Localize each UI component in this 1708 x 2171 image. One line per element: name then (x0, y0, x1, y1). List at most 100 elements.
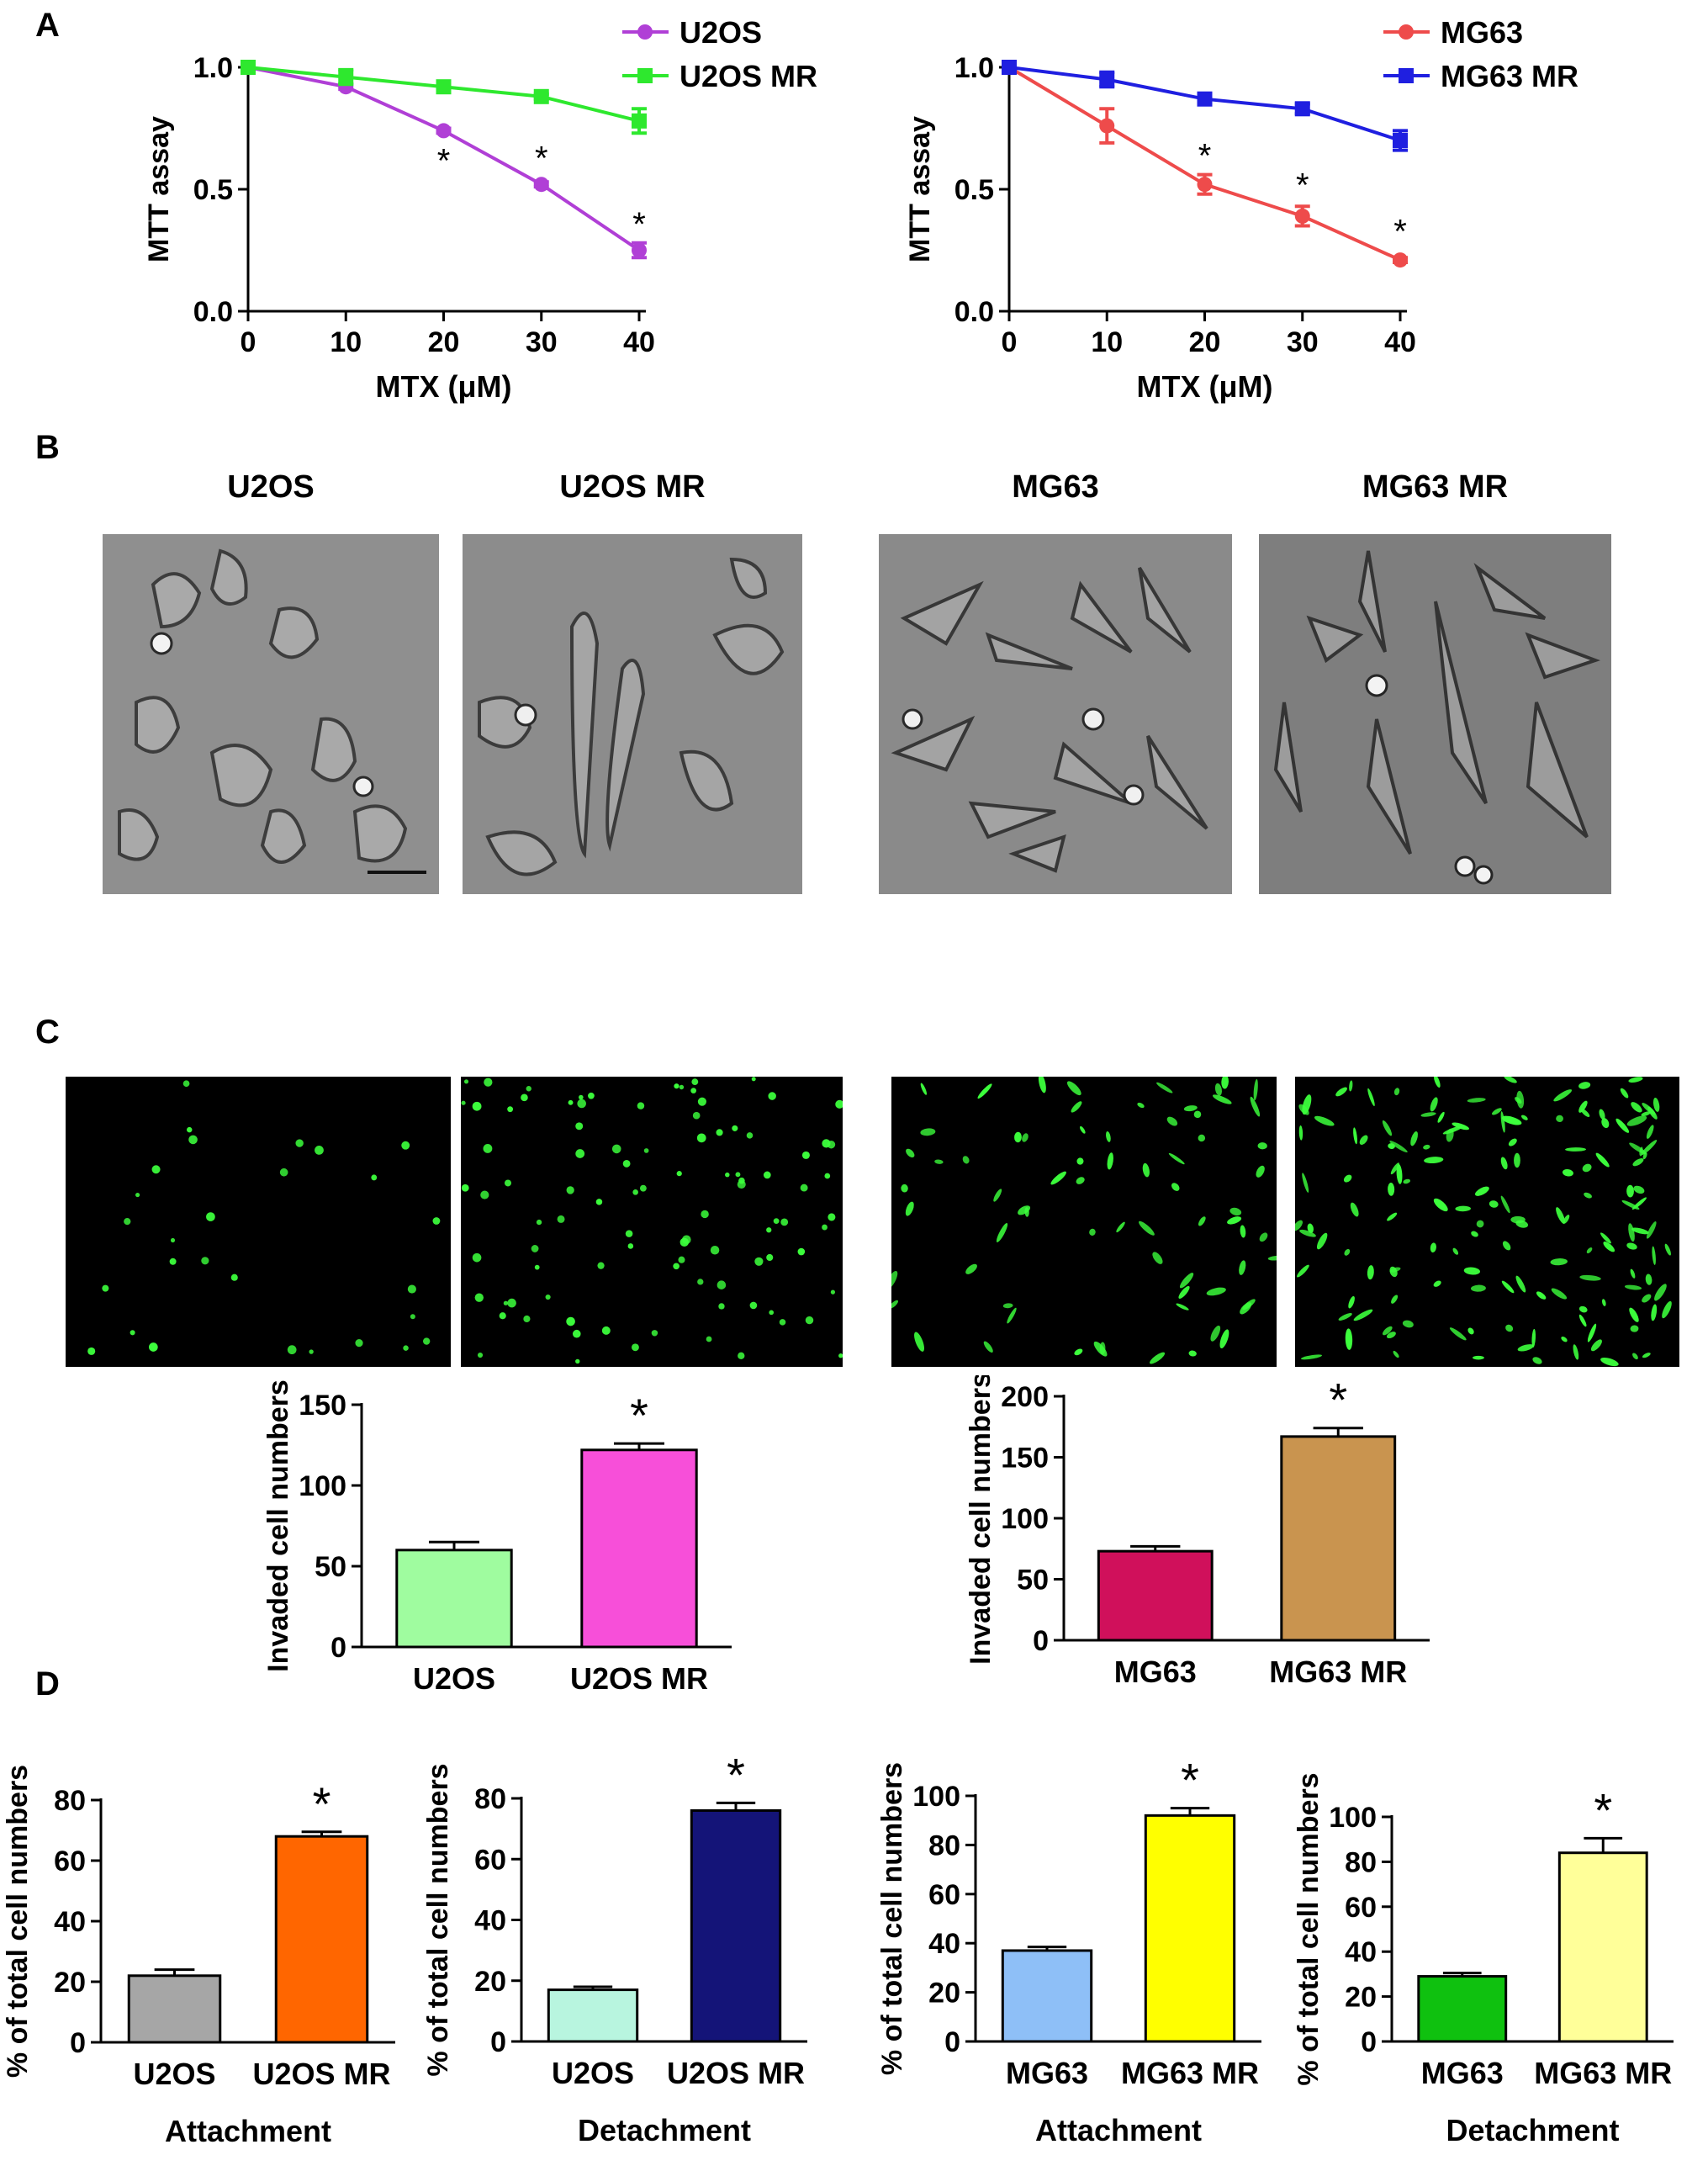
fluorescent-cell (1615, 1118, 1630, 1133)
fluorescent-cell (1553, 1089, 1573, 1102)
fluorescent-cell (701, 1210, 709, 1219)
detachment-mg63-chart: 0 20 40 60 80 100% of total cell numbers MG63 M… (1293, 1772, 1674, 2147)
fluorescent-cell (1631, 1227, 1649, 1235)
fluorescent-cell (1171, 1183, 1180, 1191)
fluorescent-cell (1556, 1207, 1566, 1225)
fluorescent-cell (461, 1183, 469, 1192)
fluorescent-cell (588, 1092, 595, 1099)
fluorescent-cell (1391, 1295, 1399, 1304)
fluorescent-cell (1603, 1242, 1615, 1252)
fluorescence-background (1295, 1077, 1679, 1367)
y-axis-label: Invaded cell numbers (965, 1375, 997, 1665)
fluorescent-cell (1193, 1110, 1202, 1119)
bar (580, 1448, 698, 1649)
fluorescent-cell (1587, 1323, 1597, 1342)
bar (1001, 1949, 1093, 2043)
fluorescent-cell (1516, 1090, 1525, 1109)
data-point (436, 79, 452, 95)
fluorescent-cell (1390, 1162, 1399, 1175)
fluorescent-cell (523, 1315, 531, 1323)
fluorescent-cell (1420, 1112, 1436, 1117)
fluorescent-cell (1093, 1341, 1108, 1357)
fluorescent-cell (503, 1300, 508, 1305)
x-tick-label: 0 (1002, 326, 1018, 358)
fluorescent-cell (1206, 1287, 1226, 1296)
fluorescent-cell (1344, 1248, 1351, 1256)
fluorescent-cell (169, 1258, 177, 1265)
bar (1097, 1549, 1214, 1642)
fluorescent-cell (1050, 1171, 1066, 1185)
fluorescent-cell (1437, 1111, 1445, 1123)
fluorescent-cell (186, 1126, 193, 1133)
fluorescent-cell (1631, 1102, 1642, 1113)
bar (1557, 1851, 1648, 2043)
fluorescent-cell (678, 1256, 685, 1263)
attachment-mg63-chart: 0 20 40 60 80 100% of total cell numbers MG63 M… (876, 1754, 1261, 2147)
fluorescent-cell (627, 1243, 634, 1249)
fluorescence-image (66, 1077, 451, 1367)
x-category-label: MG63 (1421, 2056, 1504, 2090)
fluorescent-cell (716, 1129, 723, 1136)
fluorescent-cell (536, 1219, 542, 1226)
x-axis-label: MTX (μM) (376, 369, 512, 404)
fluorescent-cell (751, 1077, 756, 1082)
fluorescent-cell (1198, 1216, 1206, 1226)
fluorescent-cell (735, 1172, 741, 1178)
legend-label: MG63 (1441, 15, 1523, 50)
bar (547, 1988, 639, 2043)
fluorescent-cell (1353, 1309, 1373, 1321)
fluorescent-cell (1139, 1221, 1155, 1236)
fluorescent-cell (718, 1303, 725, 1310)
attachment-u2os-chart: 0 20 40 60 80 % of total cell numbers U2OS U2OS… (2, 1765, 395, 2148)
fluorescent-cell (1302, 1173, 1309, 1193)
bar (127, 1974, 222, 2044)
fluorescent-cell (1599, 1109, 1605, 1120)
y-tick-label: 40 (1345, 1936, 1377, 1968)
fluorescent-cell (1214, 1083, 1223, 1096)
fluorescent-cell (1402, 1320, 1414, 1328)
detachment-u2os-chart: 0 20 40 60 80 % of total cell numbers U2OS U2OS… (422, 1748, 807, 2147)
fluorescent-cell (1662, 1300, 1672, 1319)
y-tick-label: 0.5 (954, 174, 994, 206)
x-category-label: U2OS MR (252, 2057, 390, 2091)
fluorescent-cell (170, 1237, 176, 1243)
fluorescent-cell (1066, 1081, 1081, 1096)
x-tick-label: 30 (526, 326, 558, 358)
data-point (1294, 101, 1310, 117)
fluorescent-cell (1300, 1354, 1322, 1360)
y-tick-label: 50 (1017, 1565, 1049, 1596)
fluorescence-mg63 (891, 1077, 1277, 1367)
fluorescent-cell (766, 1253, 774, 1262)
fluorescent-cell (1467, 1327, 1474, 1335)
fluorescent-cell (1652, 1098, 1660, 1112)
fluorescent-cell (1463, 1267, 1481, 1275)
fluorescent-cell (1359, 1135, 1368, 1145)
fluorescent-cell (891, 1270, 898, 1289)
data-point (1393, 133, 1408, 148)
fluorescent-cell (1387, 1212, 1398, 1221)
fluorescent-cell (575, 1122, 584, 1131)
detach_mg63-plot: 0 20 40 60 80 100% of total cell numbers MG63 M… (1293, 1772, 1674, 2147)
fluorescent-cell (1345, 1328, 1353, 1350)
panel-label-a: A (35, 7, 60, 44)
fluorescent-cell (779, 1319, 786, 1326)
fluorescent-cell (1470, 1284, 1486, 1292)
fluorescent-cell (1229, 1207, 1242, 1216)
fluorescent-cell (182, 1080, 190, 1088)
fluorescent-cell (965, 1263, 977, 1274)
fluorescent-cell (1253, 1078, 1258, 1101)
fluorescent-cell (1386, 1332, 1396, 1339)
fluorescent-cell (1257, 1142, 1267, 1150)
fluorescent-cell (1219, 1329, 1229, 1349)
fluorescent-cell (601, 1326, 611, 1335)
fluorescent-cell (1520, 1115, 1528, 1120)
fluorescent-cell (472, 1101, 482, 1111)
fluorescent-cell (461, 1100, 466, 1105)
fluorescent-cell (710, 1246, 720, 1255)
phase-contrast-image (103, 534, 439, 894)
fluorescent-cell (1517, 1344, 1534, 1352)
y-tick-label: 20 (1345, 1982, 1377, 2014)
fluorescent-cell (480, 1190, 489, 1199)
x-tick-label: 40 (623, 326, 655, 358)
